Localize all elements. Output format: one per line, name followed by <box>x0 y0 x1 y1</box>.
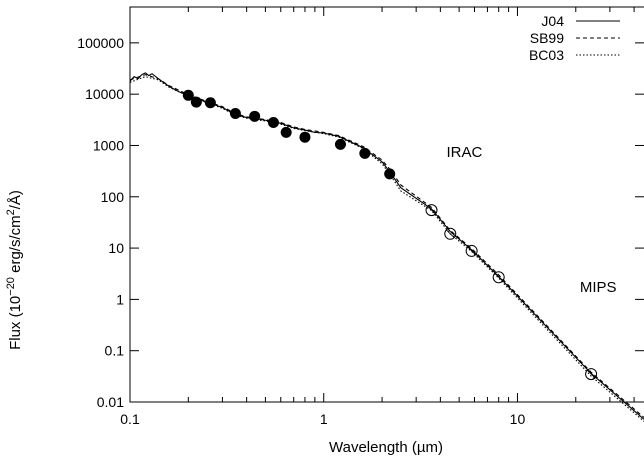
observed-point <box>280 126 292 138</box>
observed-point <box>359 147 371 159</box>
y-axis-label-part: /Å) <box>7 190 24 209</box>
annotation-label: IRAC <box>446 144 482 161</box>
series-lines <box>129 72 644 422</box>
observed-point <box>334 138 346 150</box>
y-tick-label: 1000 <box>93 137 124 153</box>
annotation-label: MIPS <box>580 279 617 296</box>
y-axis-label-exponent: −20 <box>5 277 17 296</box>
ir-point <box>492 271 505 284</box>
data-points <box>182 89 598 381</box>
y-tick-label: 100000 <box>77 35 124 51</box>
ir-point-mark <box>467 246 476 256</box>
series-line-sb99 <box>129 74 644 418</box>
legend-label: J04 <box>541 13 564 29</box>
ir-point <box>465 244 478 257</box>
plot-frame <box>129 6 644 403</box>
ir-point <box>444 227 457 240</box>
observed-point <box>249 110 261 122</box>
series-line-bc03 <box>129 76 644 422</box>
x-tick-label: 1 <box>320 411 328 427</box>
legend-label: BC03 <box>529 47 564 63</box>
y-tick-label: 0.1 <box>105 343 125 359</box>
observed-point <box>299 131 311 143</box>
ir-point-mark <box>445 229 455 239</box>
y-tick-label: 10000 <box>85 86 124 102</box>
ir-point-mark <box>586 369 596 379</box>
observed-point <box>384 168 396 180</box>
y-tick-label: 10 <box>108 240 124 256</box>
observed-point <box>267 117 279 129</box>
y-tick-label: 1 <box>116 291 124 307</box>
ir-point <box>585 368 598 381</box>
y-axis-label: Flux (10−20 erg/s/cm2/Å) <box>5 190 24 350</box>
series-line-j04 <box>129 72 644 420</box>
ir-point-mark <box>494 272 503 282</box>
y-tick-label: 100 <box>101 189 125 205</box>
observed-point <box>204 97 216 109</box>
y-axis-label-part: Flux (10 <box>7 296 24 350</box>
observed-point <box>190 96 202 108</box>
y-axis-label-exponent: 2 <box>5 209 17 215</box>
observed-point <box>182 89 194 101</box>
x-tick-label: 10 <box>510 411 526 427</box>
legend-label: SB99 <box>530 30 564 46</box>
ir-point <box>425 204 438 217</box>
ir-point-mark <box>427 205 436 215</box>
y-tick-label: 0.01 <box>97 394 124 410</box>
x-tick-label: 0.1 <box>120 411 140 427</box>
x-axis-label: Wavelength (µm) <box>329 439 443 456</box>
annotations: IRAC MIPS <box>446 144 616 296</box>
observed-point <box>229 107 241 119</box>
y-axis-label-part: erg/s/cm <box>7 215 24 277</box>
